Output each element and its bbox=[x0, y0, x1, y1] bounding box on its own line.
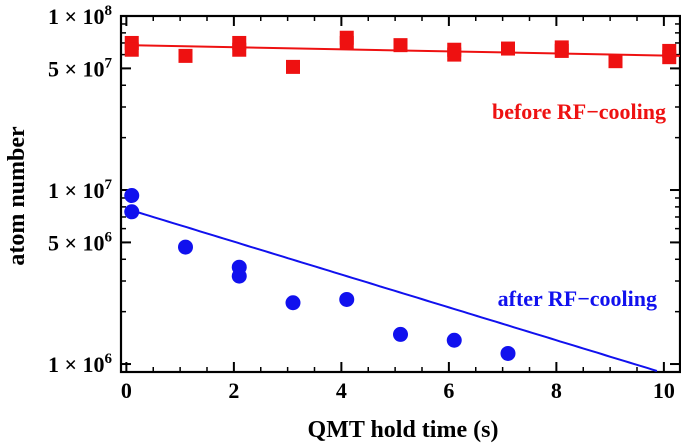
data-point-square bbox=[608, 54, 623, 69]
data-point-square bbox=[178, 48, 193, 63]
data-point-circle bbox=[339, 291, 355, 307]
data-point-square bbox=[232, 42, 247, 57]
data-point-square bbox=[124, 42, 139, 57]
y-tick-label: 1 × 106 bbox=[48, 351, 113, 377]
data-point-square bbox=[393, 38, 408, 53]
y-tick-labels: 1 × 108 5 × 107 1 × 107 5 × 106 1 × 106 bbox=[48, 3, 113, 377]
fit-curves bbox=[126, 44, 681, 372]
data-point-circle bbox=[285, 295, 301, 311]
y-axis-label: atom number bbox=[4, 126, 30, 266]
data-point-square bbox=[662, 50, 677, 65]
y-tick-label: 5 × 106 bbox=[48, 229, 113, 255]
y-tick-label: 1 × 107 bbox=[48, 177, 113, 203]
data-point-square bbox=[339, 35, 354, 50]
data-point-square bbox=[286, 59, 300, 74]
y-tick-label: 5 × 107 bbox=[48, 55, 113, 81]
data-point-circle bbox=[178, 239, 193, 255]
x-tick-label: 0 bbox=[121, 378, 132, 403]
series-label-after: after RF−cooling bbox=[498, 286, 657, 311]
x-axis-label: QMT hold time (s) bbox=[308, 417, 499, 443]
data-point-circle bbox=[393, 326, 408, 342]
series-label-before: before RF−cooling bbox=[492, 99, 666, 124]
x-tick-labels: 0 2 4 6 8 10 bbox=[121, 378, 675, 403]
data-point-circle bbox=[500, 345, 516, 361]
tick-marks bbox=[121, 15, 680, 372]
x-tick-label: 4 bbox=[336, 378, 347, 403]
data-point-square bbox=[501, 41, 515, 56]
data-point-circle bbox=[124, 204, 140, 220]
data-point-circle bbox=[124, 188, 140, 204]
data-point-square bbox=[554, 43, 569, 58]
x-tick-label: 2 bbox=[228, 378, 239, 403]
plot-frame bbox=[119, 14, 681, 374]
data-point-circle bbox=[231, 268, 247, 284]
x-tick-label: 8 bbox=[551, 378, 562, 403]
x-tick-label: 6 bbox=[443, 378, 454, 403]
data-point-square bbox=[447, 47, 462, 62]
x-tick-label: 10 bbox=[653, 378, 675, 403]
data-points bbox=[124, 30, 677, 361]
y-tick-label: 1 × 108 bbox=[48, 3, 112, 29]
data-point-circle bbox=[446, 332, 462, 348]
fit-curve-after bbox=[126, 207, 658, 372]
